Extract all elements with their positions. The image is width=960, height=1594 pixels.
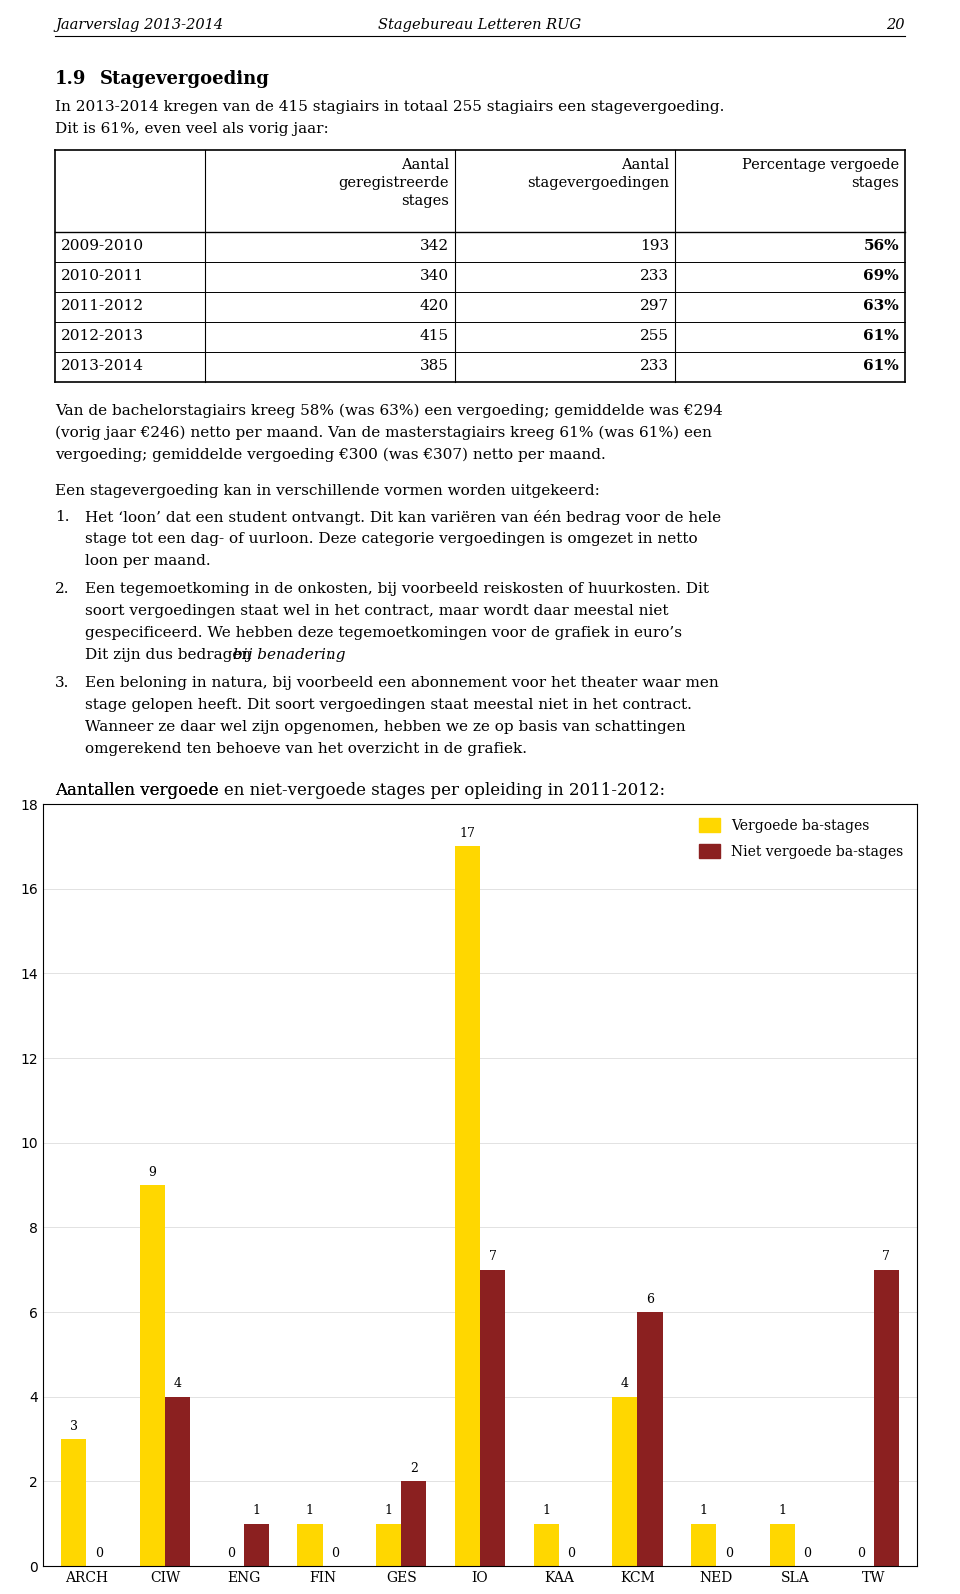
Text: Van de bachelorstagiairs kreeg 58% (was 63%) een vergoeding; gemiddelde was €294: Van de bachelorstagiairs kreeg 58% (was … bbox=[55, 403, 723, 418]
Text: 420: 420 bbox=[420, 300, 449, 312]
Text: 233: 233 bbox=[640, 359, 669, 373]
Text: stagevergoedingen: stagevergoedingen bbox=[527, 175, 669, 190]
Bar bbox=[165, 1396, 190, 1565]
Text: 3.: 3. bbox=[55, 676, 69, 690]
Text: 4: 4 bbox=[621, 1377, 629, 1390]
Text: 9: 9 bbox=[149, 1165, 156, 1178]
Text: 0: 0 bbox=[567, 1546, 575, 1559]
Text: 0: 0 bbox=[228, 1546, 235, 1559]
Text: Een beloning in natura, bij voorbeeld een abonnement voor het theater waar men: Een beloning in natura, bij voorbeeld ee… bbox=[85, 676, 719, 690]
Text: 193: 193 bbox=[640, 239, 669, 253]
Text: 255: 255 bbox=[640, 328, 669, 343]
Text: soort vergoedingen staat wel in het contract, maar wordt daar meestal niet: soort vergoedingen staat wel in het cont… bbox=[85, 604, 668, 618]
Text: 61%: 61% bbox=[863, 359, 899, 373]
Text: 2.: 2. bbox=[55, 582, 69, 596]
Text: Een stagevergoeding kan in verschillende vormen worden uitgekeerd:: Een stagevergoeding kan in verschillende… bbox=[55, 485, 600, 497]
Text: Aantal: Aantal bbox=[401, 158, 449, 172]
Text: geregistreerde: geregistreerde bbox=[339, 175, 449, 190]
Text: bij benadering: bij benadering bbox=[233, 649, 346, 662]
Text: 7: 7 bbox=[882, 1250, 890, 1264]
Text: (vorig jaar €246) netto per maand. Van de masterstagiairs kreeg 61% (was 61%) ee: (vorig jaar €246) netto per maand. Van d… bbox=[55, 426, 712, 440]
Text: 4: 4 bbox=[174, 1377, 181, 1390]
Text: Het ‘loon’ dat een student ontvangt. Dit kan variëren van één bedrag voor de hel: Het ‘loon’ dat een student ontvangt. Dit… bbox=[85, 510, 721, 524]
Text: Dit is 61%, even veel als vorig jaar:: Dit is 61%, even veel als vorig jaar: bbox=[55, 123, 328, 135]
Text: 1: 1 bbox=[779, 1505, 786, 1517]
Text: Stagebureau Letteren RUG: Stagebureau Letteren RUG bbox=[378, 18, 582, 32]
Text: 2012-2013: 2012-2013 bbox=[61, 328, 144, 343]
Bar bbox=[612, 1396, 637, 1565]
Text: vergoeding; gemiddelde vergoeding €300 (was €307) netto per maand.: vergoeding; gemiddelde vergoeding €300 (… bbox=[55, 448, 606, 462]
Text: 1: 1 bbox=[542, 1505, 550, 1517]
Text: 69%: 69% bbox=[863, 269, 899, 284]
Text: 1.: 1. bbox=[55, 510, 69, 524]
Text: 2011-2012: 2011-2012 bbox=[61, 300, 144, 312]
Text: 1: 1 bbox=[252, 1505, 260, 1517]
Text: 2009-2010: 2009-2010 bbox=[61, 239, 144, 253]
Bar bbox=[61, 1439, 86, 1565]
Text: 415: 415 bbox=[420, 328, 449, 343]
Text: 0: 0 bbox=[804, 1546, 811, 1559]
Text: stage tot een dag- of uurloon. Deze categorie vergoedingen is omgezet in netto: stage tot een dag- of uurloon. Deze cate… bbox=[85, 532, 698, 547]
Text: 2010-2011: 2010-2011 bbox=[61, 269, 144, 284]
Bar bbox=[770, 1524, 795, 1565]
Text: 1: 1 bbox=[385, 1505, 393, 1517]
Text: Percentage vergoede: Percentage vergoede bbox=[742, 158, 899, 172]
Text: Dit zijn dus bedragen: Dit zijn dus bedragen bbox=[85, 649, 256, 662]
Text: 385: 385 bbox=[420, 359, 449, 373]
Text: omgerekend ten behoeve van het overzicht in de grafiek.: omgerekend ten behoeve van het overzicht… bbox=[85, 741, 527, 756]
Text: loon per maand.: loon per maand. bbox=[85, 555, 210, 567]
Text: Wanneer ze daar wel zijn opgenomen, hebben we ze op basis van schattingen: Wanneer ze daar wel zijn opgenomen, hebb… bbox=[85, 720, 685, 733]
Text: 0: 0 bbox=[331, 1546, 339, 1559]
Text: Aantallen vergoede en niet-vergoede stages per opleiding in 2011-2012:: Aantallen vergoede en niet-vergoede stag… bbox=[55, 783, 665, 799]
Text: 340: 340 bbox=[420, 269, 449, 284]
Text: 1: 1 bbox=[700, 1505, 708, 1517]
Text: gespecificeerd. We hebben deze tegemoetkomingen voor de grafiek in euro’s: gespecificeerd. We hebben deze tegemoetk… bbox=[85, 626, 682, 641]
Bar bbox=[298, 1524, 323, 1565]
Text: Aantal: Aantal bbox=[621, 158, 669, 172]
Text: 0: 0 bbox=[95, 1546, 103, 1559]
Text: 0: 0 bbox=[857, 1546, 865, 1559]
Text: Stagevergoeding: Stagevergoeding bbox=[100, 70, 270, 88]
Text: 56%: 56% bbox=[863, 239, 899, 253]
Bar bbox=[691, 1524, 716, 1565]
Text: 7: 7 bbox=[489, 1250, 496, 1264]
Text: 297: 297 bbox=[640, 300, 669, 312]
Text: 61%: 61% bbox=[863, 328, 899, 343]
Text: .: . bbox=[328, 649, 333, 662]
Text: stages: stages bbox=[401, 194, 449, 207]
Text: 1.9: 1.9 bbox=[55, 70, 86, 88]
Text: 17: 17 bbox=[460, 827, 475, 840]
Bar bbox=[455, 846, 480, 1565]
Legend: Vergoede ba-stages, Niet vergoede ba-stages: Vergoede ba-stages, Niet vergoede ba-sta… bbox=[692, 811, 910, 866]
Bar bbox=[140, 1184, 165, 1565]
Bar bbox=[244, 1524, 269, 1565]
Bar bbox=[376, 1524, 401, 1565]
Bar bbox=[480, 1270, 505, 1565]
Text: 0: 0 bbox=[725, 1546, 732, 1559]
Text: 342: 342 bbox=[420, 239, 449, 253]
Text: Jaarverslag 2013-2014: Jaarverslag 2013-2014 bbox=[55, 18, 223, 32]
Text: stage gelopen heeft. Dit soort vergoedingen staat meestal niet in het contract.: stage gelopen heeft. Dit soort vergoedin… bbox=[85, 698, 692, 713]
Bar bbox=[401, 1481, 426, 1565]
Text: 2: 2 bbox=[410, 1462, 418, 1474]
Text: stages: stages bbox=[852, 175, 899, 190]
Text: 1: 1 bbox=[306, 1505, 314, 1517]
Bar bbox=[534, 1524, 559, 1565]
Bar bbox=[874, 1270, 899, 1565]
Text: 233: 233 bbox=[640, 269, 669, 284]
Text: Aantallen vergoede: Aantallen vergoede bbox=[55, 783, 224, 799]
Text: 20: 20 bbox=[886, 18, 905, 32]
Text: 2013-2014: 2013-2014 bbox=[61, 359, 144, 373]
Text: 3: 3 bbox=[70, 1420, 78, 1433]
Text: In 2013-2014 kregen van de 415 stagiairs in totaal 255 stagiairs een stagevergoe: In 2013-2014 kregen van de 415 stagiairs… bbox=[55, 100, 725, 115]
Text: 63%: 63% bbox=[863, 300, 899, 312]
Bar bbox=[637, 1312, 662, 1565]
Text: 6: 6 bbox=[646, 1293, 654, 1305]
Text: Een tegemoetkoming in de onkosten, bij voorbeeld reiskosten of huurkosten. Dit: Een tegemoetkoming in de onkosten, bij v… bbox=[85, 582, 709, 596]
